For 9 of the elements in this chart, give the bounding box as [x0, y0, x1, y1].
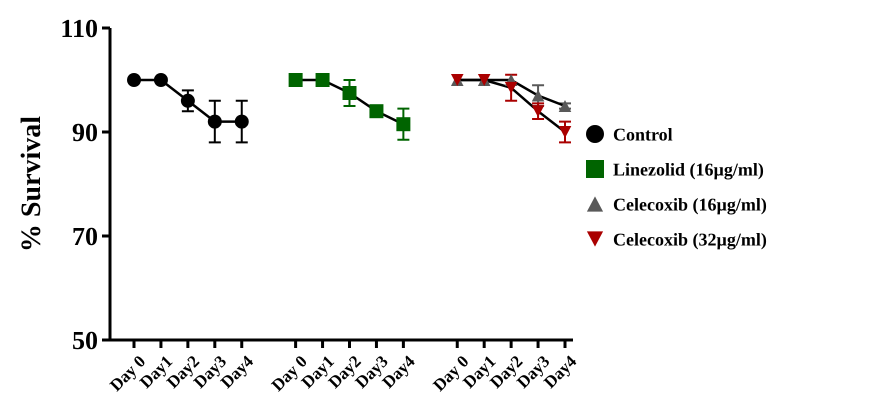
legend-label: Linezolid (16µg/ml): [613, 159, 764, 180]
legend-label: Celecoxib (32µg/ml): [613, 229, 767, 250]
y-tick-label: 110: [60, 14, 98, 44]
y-tick-label: 70: [72, 222, 98, 252]
y-axis-title: % Survival: [16, 116, 47, 252]
y-tick-label: 90: [72, 118, 98, 148]
legend-label: Celecoxib (16µg/ml): [613, 194, 767, 214]
y-tick-label: 50: [72, 326, 98, 356]
legend-label: Control: [613, 124, 673, 144]
